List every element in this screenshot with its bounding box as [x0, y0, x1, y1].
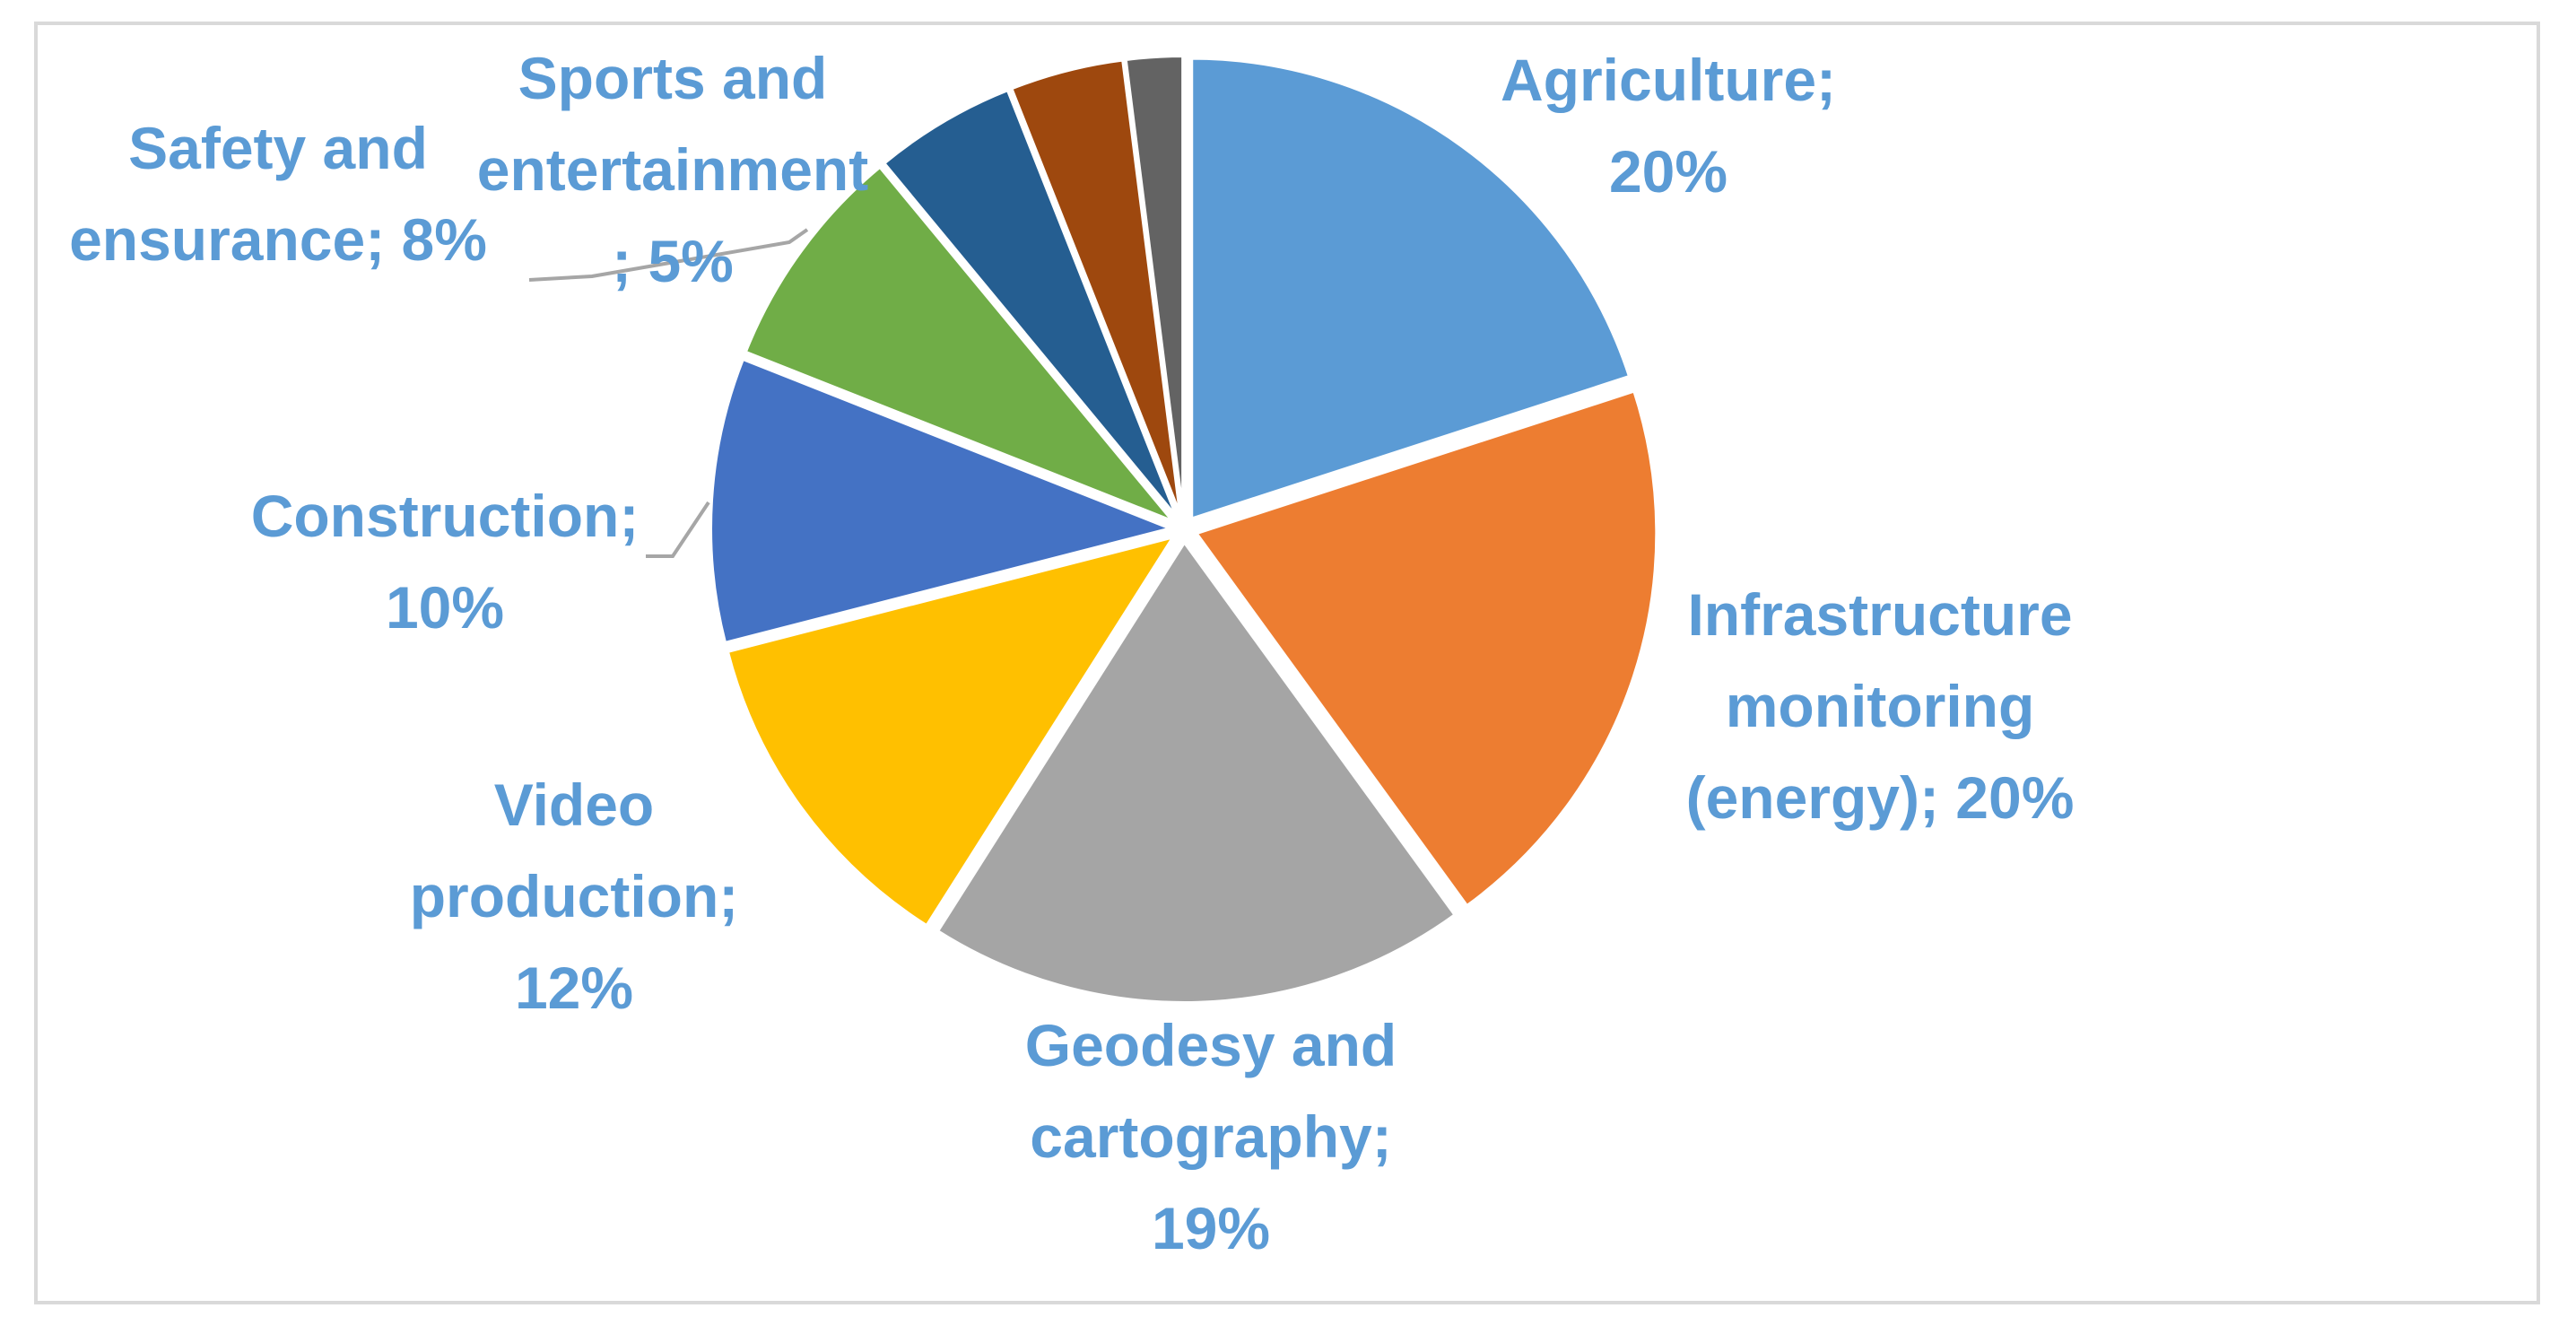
pie-slice-other-8 — [1123, 54, 1186, 518]
slice-label-construction: Construction; 10% — [251, 483, 640, 641]
slice-labels: Agriculture; 20% Infrastructure monitoring(… — [69, 45, 2074, 1261]
leader-lines — [528, 228, 809, 558]
pie-slice-video-production — [725, 534, 1179, 929]
pie-slice-infrastructure-monitoring-energy — [1193, 388, 1659, 909]
pie-slice-construction — [709, 356, 1178, 646]
leader-line-construction — [646, 501, 710, 558]
slice-label-sports-and-entertainment: Sports and entertainment; 5% — [477, 45, 868, 294]
pie-slices — [709, 54, 1659, 1005]
slice-label-video-production: Video production; 12% — [410, 772, 739, 1021]
pie-slice-safety-and-ensurance — [743, 163, 1176, 524]
pie-slice-geodesy-and-cartography — [935, 538, 1458, 1005]
pie-slice-sports-and-entertainment — [881, 87, 1179, 520]
slice-label-safety-and-ensurance: Safety and ensurance; 8% — [69, 115, 487, 273]
slice-label-agriculture: Agriculture; 20% — [1501, 47, 1836, 205]
pie-slice-agriculture — [1189, 56, 1632, 522]
slice-label-geodesy-and-cartography: Geodesy and cartography; 19% — [1025, 1012, 1397, 1261]
slice-label-infrastructure-monitoring-energy: Infrastructure monitoring (energy); 20% — [1686, 581, 2075, 831]
pie-slice-other-7 — [1008, 57, 1183, 519]
leader-line-safety — [528, 228, 809, 282]
